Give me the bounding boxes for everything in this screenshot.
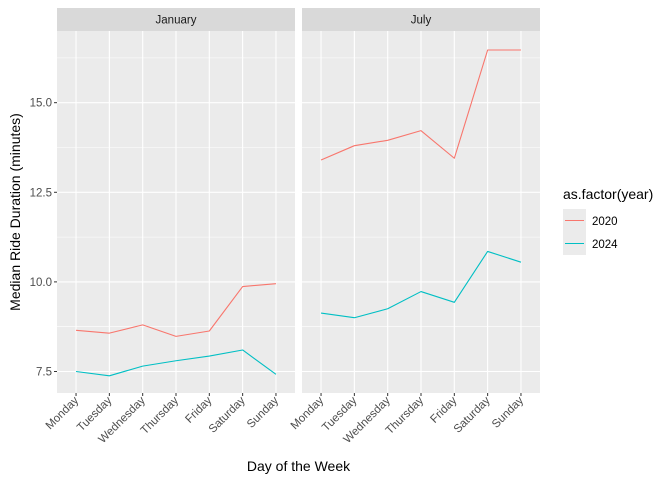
x-tick-label: Friday [428,394,459,425]
legend-label-2024: 2024 [592,239,618,251]
y-tick-label: 15.0 [30,98,52,110]
series-line-2020-january [75,283,277,337]
series-line-2024-january [75,349,277,377]
x-tick-label: Friday [183,394,214,425]
x-tick-label: Saturday [207,394,248,435]
facet-label-january: January [156,15,197,27]
y-tick-label: 7.5 [36,366,52,378]
y-tick-label: 12.5 [30,187,52,199]
y-tick-label: 10.0 [30,277,52,289]
x-axis-title: Day of the Week [247,458,351,474]
facet-strip-july [302,8,540,31]
x-tick-label: Sunday [245,394,281,430]
legend-title: as.factor(year) [563,186,653,202]
x-tick-label: Saturday [452,394,493,435]
legend-label-2020: 2020 [592,216,618,228]
facet-strip-january [57,8,295,31]
x-tick-label: Sunday [490,394,526,430]
series-line-2024-july [320,250,522,319]
series-line-2020-july [320,49,521,161]
y-axis-title: Median Ride Duration (minutes) [7,113,23,311]
facet-label-july: July [411,15,432,27]
